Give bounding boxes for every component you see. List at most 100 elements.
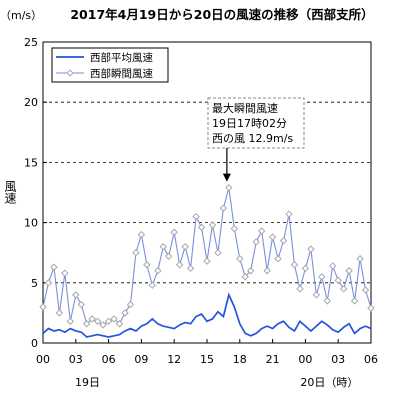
gust-point xyxy=(318,273,326,281)
x-tick-label: 06 xyxy=(364,353,378,366)
gust-point xyxy=(274,255,282,263)
gust-point xyxy=(88,315,96,323)
legend-box xyxy=(51,47,169,83)
gust-point xyxy=(77,300,85,309)
gust-point xyxy=(154,267,162,275)
y-tick-label: 15 xyxy=(24,156,38,169)
gust-point xyxy=(241,273,249,281)
y-tick-label: 10 xyxy=(24,217,38,230)
legend-marker-gust xyxy=(66,69,74,77)
gust-point xyxy=(208,221,217,229)
gust-point xyxy=(159,242,167,251)
gust-point xyxy=(72,291,80,299)
x-tick-label: 15 xyxy=(200,353,214,366)
x-tick-label: 12 xyxy=(167,353,181,366)
gust-point xyxy=(225,183,233,192)
gust-point xyxy=(44,279,53,287)
gust-point xyxy=(55,309,64,317)
plot-area xyxy=(42,41,372,344)
gust-point xyxy=(356,255,364,263)
gust-point xyxy=(175,261,184,269)
x-tick-label: 03 xyxy=(69,353,83,366)
gust-point xyxy=(236,255,244,263)
x-tick-label: 06 xyxy=(102,353,116,366)
gust-point xyxy=(110,315,118,323)
gust-point xyxy=(361,286,370,294)
gust-point xyxy=(165,252,173,261)
gust-point xyxy=(219,204,228,212)
gust-point xyxy=(247,267,255,275)
gust-point xyxy=(181,242,189,251)
gust-point xyxy=(323,297,331,305)
y-tick-labels: 0 5 10 15 20 25 xyxy=(24,36,47,350)
gust-point xyxy=(307,245,315,253)
gust-point xyxy=(252,238,260,246)
gust-point xyxy=(186,264,195,273)
x-day-label: 20日（時） xyxy=(300,376,358,389)
gust-point xyxy=(148,281,157,289)
gust-point xyxy=(132,248,140,257)
gust-point xyxy=(345,267,353,275)
gust-point xyxy=(83,320,91,328)
gust-point xyxy=(329,262,337,270)
gust-point xyxy=(170,228,178,236)
gust-point xyxy=(39,303,47,311)
gust-point xyxy=(99,321,107,329)
series-line-average xyxy=(42,292,372,338)
gust-point xyxy=(268,233,277,241)
gust-point xyxy=(115,320,124,328)
gust-point xyxy=(367,304,375,312)
x-tick-label: 09 xyxy=(134,353,148,366)
y-axis-label: 風速 xyxy=(3,180,17,204)
annotation-arrowhead xyxy=(222,173,231,182)
gust-point xyxy=(50,263,58,271)
gust-point xyxy=(285,210,293,218)
gridlines xyxy=(43,101,371,284)
gust-point xyxy=(137,230,146,239)
annotation-line: 19日17時02分 xyxy=(212,117,287,130)
gust-point xyxy=(290,261,299,269)
gust-point xyxy=(301,264,310,273)
gust-point xyxy=(121,309,129,317)
gust-point xyxy=(93,317,102,326)
gust-point xyxy=(257,227,266,235)
annotation-line: 最大瞬間風速 xyxy=(212,101,278,115)
gust-point xyxy=(350,297,359,305)
gust-point xyxy=(334,276,342,285)
gust-point xyxy=(214,248,222,257)
series-line-gust xyxy=(42,187,372,326)
x-tick-label: 18 xyxy=(233,353,247,366)
gust-point xyxy=(312,291,321,299)
gust-point xyxy=(126,300,135,309)
gust-point xyxy=(203,257,211,265)
gust-point xyxy=(104,317,113,326)
chart-title: 2017年4月19日から20日の風速の推移（西部支所） xyxy=(70,7,373,22)
y-tick-label: 5 xyxy=(31,277,38,290)
legend-label-gust: 西部瞬間風速 xyxy=(90,67,153,80)
gust-point xyxy=(66,317,75,326)
gust-point xyxy=(339,285,348,293)
y-unit-label: （m/s） xyxy=(0,9,42,22)
gust-point xyxy=(192,212,200,221)
x-day-label: 19日 xyxy=(75,376,100,389)
x-tick-label: 03 xyxy=(331,353,345,366)
y-tick-label: 0 xyxy=(31,337,38,350)
legend-label-average: 西部平均風速 xyxy=(90,51,153,64)
gust-point xyxy=(296,285,304,293)
y-tick-label: 25 xyxy=(24,36,38,49)
x-tick-label: 00 xyxy=(36,353,50,366)
series-layer xyxy=(39,183,375,338)
gust-point xyxy=(197,223,206,232)
gust-point xyxy=(279,236,288,245)
annotation-line: 西の風 12.9m/s xyxy=(212,132,293,145)
gust-point xyxy=(61,269,69,277)
gust-point xyxy=(263,267,271,275)
x-tick-label: 21 xyxy=(266,353,280,366)
gust-point xyxy=(143,261,151,269)
gust-point xyxy=(230,224,239,233)
x-tick-label: 00 xyxy=(298,353,312,366)
